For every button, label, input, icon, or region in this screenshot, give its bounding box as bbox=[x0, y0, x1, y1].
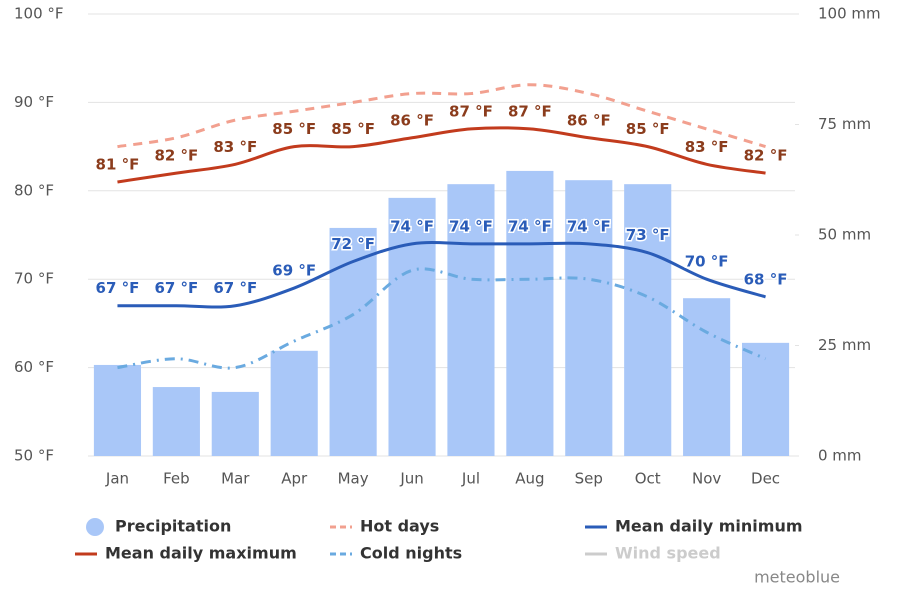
bar bbox=[152, 387, 200, 456]
data-label: 85 °F bbox=[272, 120, 316, 138]
data-label: 81 °F bbox=[96, 155, 140, 173]
data-label: 73 °F bbox=[626, 226, 670, 244]
x-tick-label: Dec bbox=[751, 470, 780, 488]
bar bbox=[624, 184, 672, 457]
data-label: 67 °F bbox=[96, 279, 140, 297]
y2-tick-label: 0 mm bbox=[818, 447, 862, 465]
y-tick-label: 60 °F bbox=[14, 358, 54, 376]
data-label: 85 °F bbox=[331, 120, 375, 138]
legend-label: Mean daily minimum bbox=[615, 517, 803, 536]
bar bbox=[683, 298, 731, 456]
legend-label: Precipitation bbox=[115, 517, 231, 536]
x-tick-label: Mar bbox=[221, 470, 250, 488]
line bbox=[117, 267, 767, 370]
y-tick-label: 50 °F bbox=[14, 447, 54, 465]
data-label: 70 °F bbox=[685, 253, 729, 271]
bar bbox=[506, 170, 554, 456]
bar bbox=[447, 184, 495, 457]
data-label: 83 °F bbox=[685, 138, 729, 156]
y-tick-label: 100 °F bbox=[14, 5, 64, 23]
x-tick-label: Feb bbox=[163, 470, 190, 488]
x-tick-label: Jun bbox=[399, 470, 423, 488]
bar bbox=[211, 391, 259, 456]
y2-tick-label: 100 mm bbox=[818, 5, 881, 23]
data-label: 86 °F bbox=[567, 111, 611, 129]
line bbox=[117, 83, 766, 149]
bar bbox=[329, 227, 377, 456]
legend-label: Mean daily maximum bbox=[105, 544, 297, 563]
x-tick-label: Oct bbox=[635, 470, 661, 488]
data-label: 74 °F bbox=[567, 217, 611, 235]
data-label: 72 °F bbox=[331, 235, 375, 253]
data-label: 74 °F bbox=[508, 217, 552, 235]
y-tick-label: 80 °F bbox=[14, 181, 54, 199]
x-tick-label: Sep bbox=[575, 470, 603, 488]
x-tick-label: Apr bbox=[281, 470, 308, 488]
data-label: 87 °F bbox=[449, 102, 493, 120]
data-label: 85 °F bbox=[626, 120, 670, 138]
data-label: 83 °F bbox=[213, 138, 257, 156]
x-tick-label: Jan bbox=[105, 470, 129, 488]
data-label: 68 °F bbox=[744, 270, 788, 288]
bar bbox=[388, 197, 436, 456]
data-label: 86 °F bbox=[390, 111, 434, 129]
data-label: 67 °F bbox=[213, 279, 257, 297]
legend-label: Hot days bbox=[360, 517, 439, 536]
x-tick-label: Aug bbox=[515, 470, 544, 488]
bar bbox=[93, 364, 142, 456]
y-tick-label: 70 °F bbox=[14, 270, 54, 288]
y2-tick-label: 50 mm bbox=[818, 226, 871, 244]
y-tick-label: 90 °F bbox=[14, 93, 54, 111]
credit: meteoblue bbox=[754, 568, 840, 587]
data-label: 87 °F bbox=[508, 102, 552, 120]
line bbox=[117, 241, 766, 309]
y2-tick-label: 25 mm bbox=[818, 336, 871, 354]
x-tick-label: May bbox=[338, 470, 369, 488]
data-label: 69 °F bbox=[272, 262, 316, 280]
x-tick-label: Jul bbox=[461, 470, 480, 488]
legend-symbol bbox=[86, 518, 104, 536]
legend-label: Wind speed bbox=[615, 544, 721, 563]
bar bbox=[270, 350, 318, 456]
bar bbox=[741, 342, 790, 456]
bar bbox=[565, 180, 613, 456]
data-label: 82 °F bbox=[744, 147, 788, 165]
data-label: 74 °F bbox=[449, 217, 493, 235]
data-label: 82 °F bbox=[154, 147, 198, 165]
x-tick-label: Nov bbox=[692, 470, 721, 488]
legend-label: Cold nights bbox=[360, 544, 462, 563]
data-label: 74 °F bbox=[390, 217, 434, 235]
data-label: 67 °F bbox=[154, 279, 198, 297]
line bbox=[117, 126, 766, 184]
y2-tick-label: 75 mm bbox=[818, 115, 871, 133]
